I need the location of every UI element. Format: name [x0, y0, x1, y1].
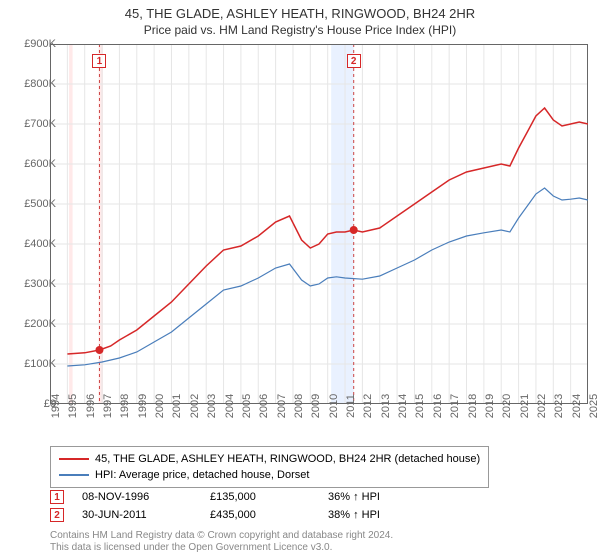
x-axis-tick-label: 1996	[85, 394, 97, 418]
x-axis-tick-label: 2020	[501, 394, 513, 418]
x-axis-tick-label: 1994	[50, 394, 62, 418]
legend-item-hpi: HPI: Average price, detached house, Dors…	[59, 467, 480, 483]
x-axis-tick-label: 1998	[119, 394, 131, 418]
x-axis-tick-label: 2013	[380, 394, 392, 418]
x-axis-tick-label: 2002	[189, 394, 201, 418]
legend-swatch	[59, 474, 89, 476]
x-axis-tick-label: 2023	[553, 394, 565, 418]
sale-annotations: 1 08-NOV-1996 £135,000 36% ↑ HPI 2 30-JUN-201…	[50, 490, 588, 526]
x-axis-tick-label: 2012	[362, 394, 374, 418]
x-axis-tick-label: 2018	[467, 394, 479, 418]
x-axis-tick-label: 2008	[293, 394, 305, 418]
x-axis-tick-label: 2006	[258, 394, 270, 418]
x-axis-tick-label: 2007	[276, 394, 288, 418]
x-axis-tick-label: 2004	[224, 394, 236, 418]
y-axis-tick-label: £800K	[24, 78, 56, 90]
y-axis-tick-label: £400K	[24, 238, 56, 250]
x-axis-tick-label: 2003	[206, 394, 218, 418]
x-axis-tick-label: 2017	[449, 394, 461, 418]
sale-marker-badge: 1	[50, 490, 64, 504]
y-axis-tick-label: £900K	[24, 38, 56, 50]
sale-delta: 38% ↑ HPI	[328, 509, 380, 521]
sale-price: £135,000	[210, 491, 310, 503]
sale-annotation-row: 2 30-JUN-2011 £435,000 38% ↑ HPI	[50, 508, 588, 522]
legend-label: HPI: Average price, detached house, Dors…	[95, 469, 309, 481]
footer-line1: Contains HM Land Registry data © Crown c…	[50, 530, 393, 542]
y-axis-tick-label: £100K	[24, 358, 56, 370]
x-axis-tick-label: 2011	[345, 394, 357, 418]
sale-marker: 2	[347, 54, 361, 68]
y-axis-tick-label: £200K	[24, 318, 56, 330]
sale-marker: 1	[92, 54, 106, 68]
x-axis-tick-label: 2015	[414, 394, 426, 418]
chart-title-address: 45, THE GLADE, ASHLEY HEATH, RINGWOOD, B…	[0, 6, 600, 21]
footer: Contains HM Land Registry data © Crown c…	[50, 530, 393, 554]
x-axis-tick-label: 1995	[67, 394, 79, 418]
x-axis-tick-label: 2014	[397, 394, 409, 418]
x-axis-tick-label: 2024	[571, 394, 583, 418]
x-axis-tick-label: 2025	[588, 394, 600, 418]
sale-price: £435,000	[210, 509, 310, 521]
x-axis-tick-label: 2021	[519, 394, 531, 418]
chart-svg	[50, 44, 588, 404]
x-axis-tick-label: 2022	[536, 394, 548, 418]
footer-line2: This data is licensed under the Open Gov…	[50, 542, 393, 554]
legend-swatch	[59, 458, 89, 460]
chart-subtitle: Price paid vs. HM Land Registry's House …	[0, 23, 600, 37]
x-axis-tick-label: 2016	[432, 394, 444, 418]
y-axis-tick-label: £700K	[24, 118, 56, 130]
sale-annotation-row: 1 08-NOV-1996 £135,000 36% ↑ HPI	[50, 490, 588, 504]
x-axis-tick-label: 2019	[484, 394, 496, 418]
y-axis-tick-label: £600K	[24, 158, 56, 170]
x-axis-tick-label: 2010	[328, 394, 340, 418]
chart-area	[50, 44, 588, 404]
x-axis-tick-label: 2000	[154, 394, 166, 418]
x-axis-tick-label: 2001	[171, 394, 183, 418]
legend: 45, THE GLADE, ASHLEY HEATH, RINGWOOD, B…	[50, 446, 489, 488]
x-axis-tick-label: 2009	[310, 394, 322, 418]
legend-label: 45, THE GLADE, ASHLEY HEATH, RINGWOOD, B…	[95, 453, 480, 465]
y-axis-tick-label: £300K	[24, 278, 56, 290]
sale-delta: 36% ↑ HPI	[328, 491, 380, 503]
sale-marker-badge: 2	[50, 508, 64, 522]
sale-date: 08-NOV-1996	[82, 491, 192, 503]
legend-item-price-paid: 45, THE GLADE, ASHLEY HEATH, RINGWOOD, B…	[59, 451, 480, 467]
x-axis-tick-label: 1999	[137, 394, 149, 418]
x-axis-tick-label: 2005	[241, 394, 253, 418]
x-axis-tick-label: 1997	[102, 394, 114, 418]
sale-date: 30-JUN-2011	[82, 509, 192, 521]
y-axis-tick-label: £500K	[24, 198, 56, 210]
